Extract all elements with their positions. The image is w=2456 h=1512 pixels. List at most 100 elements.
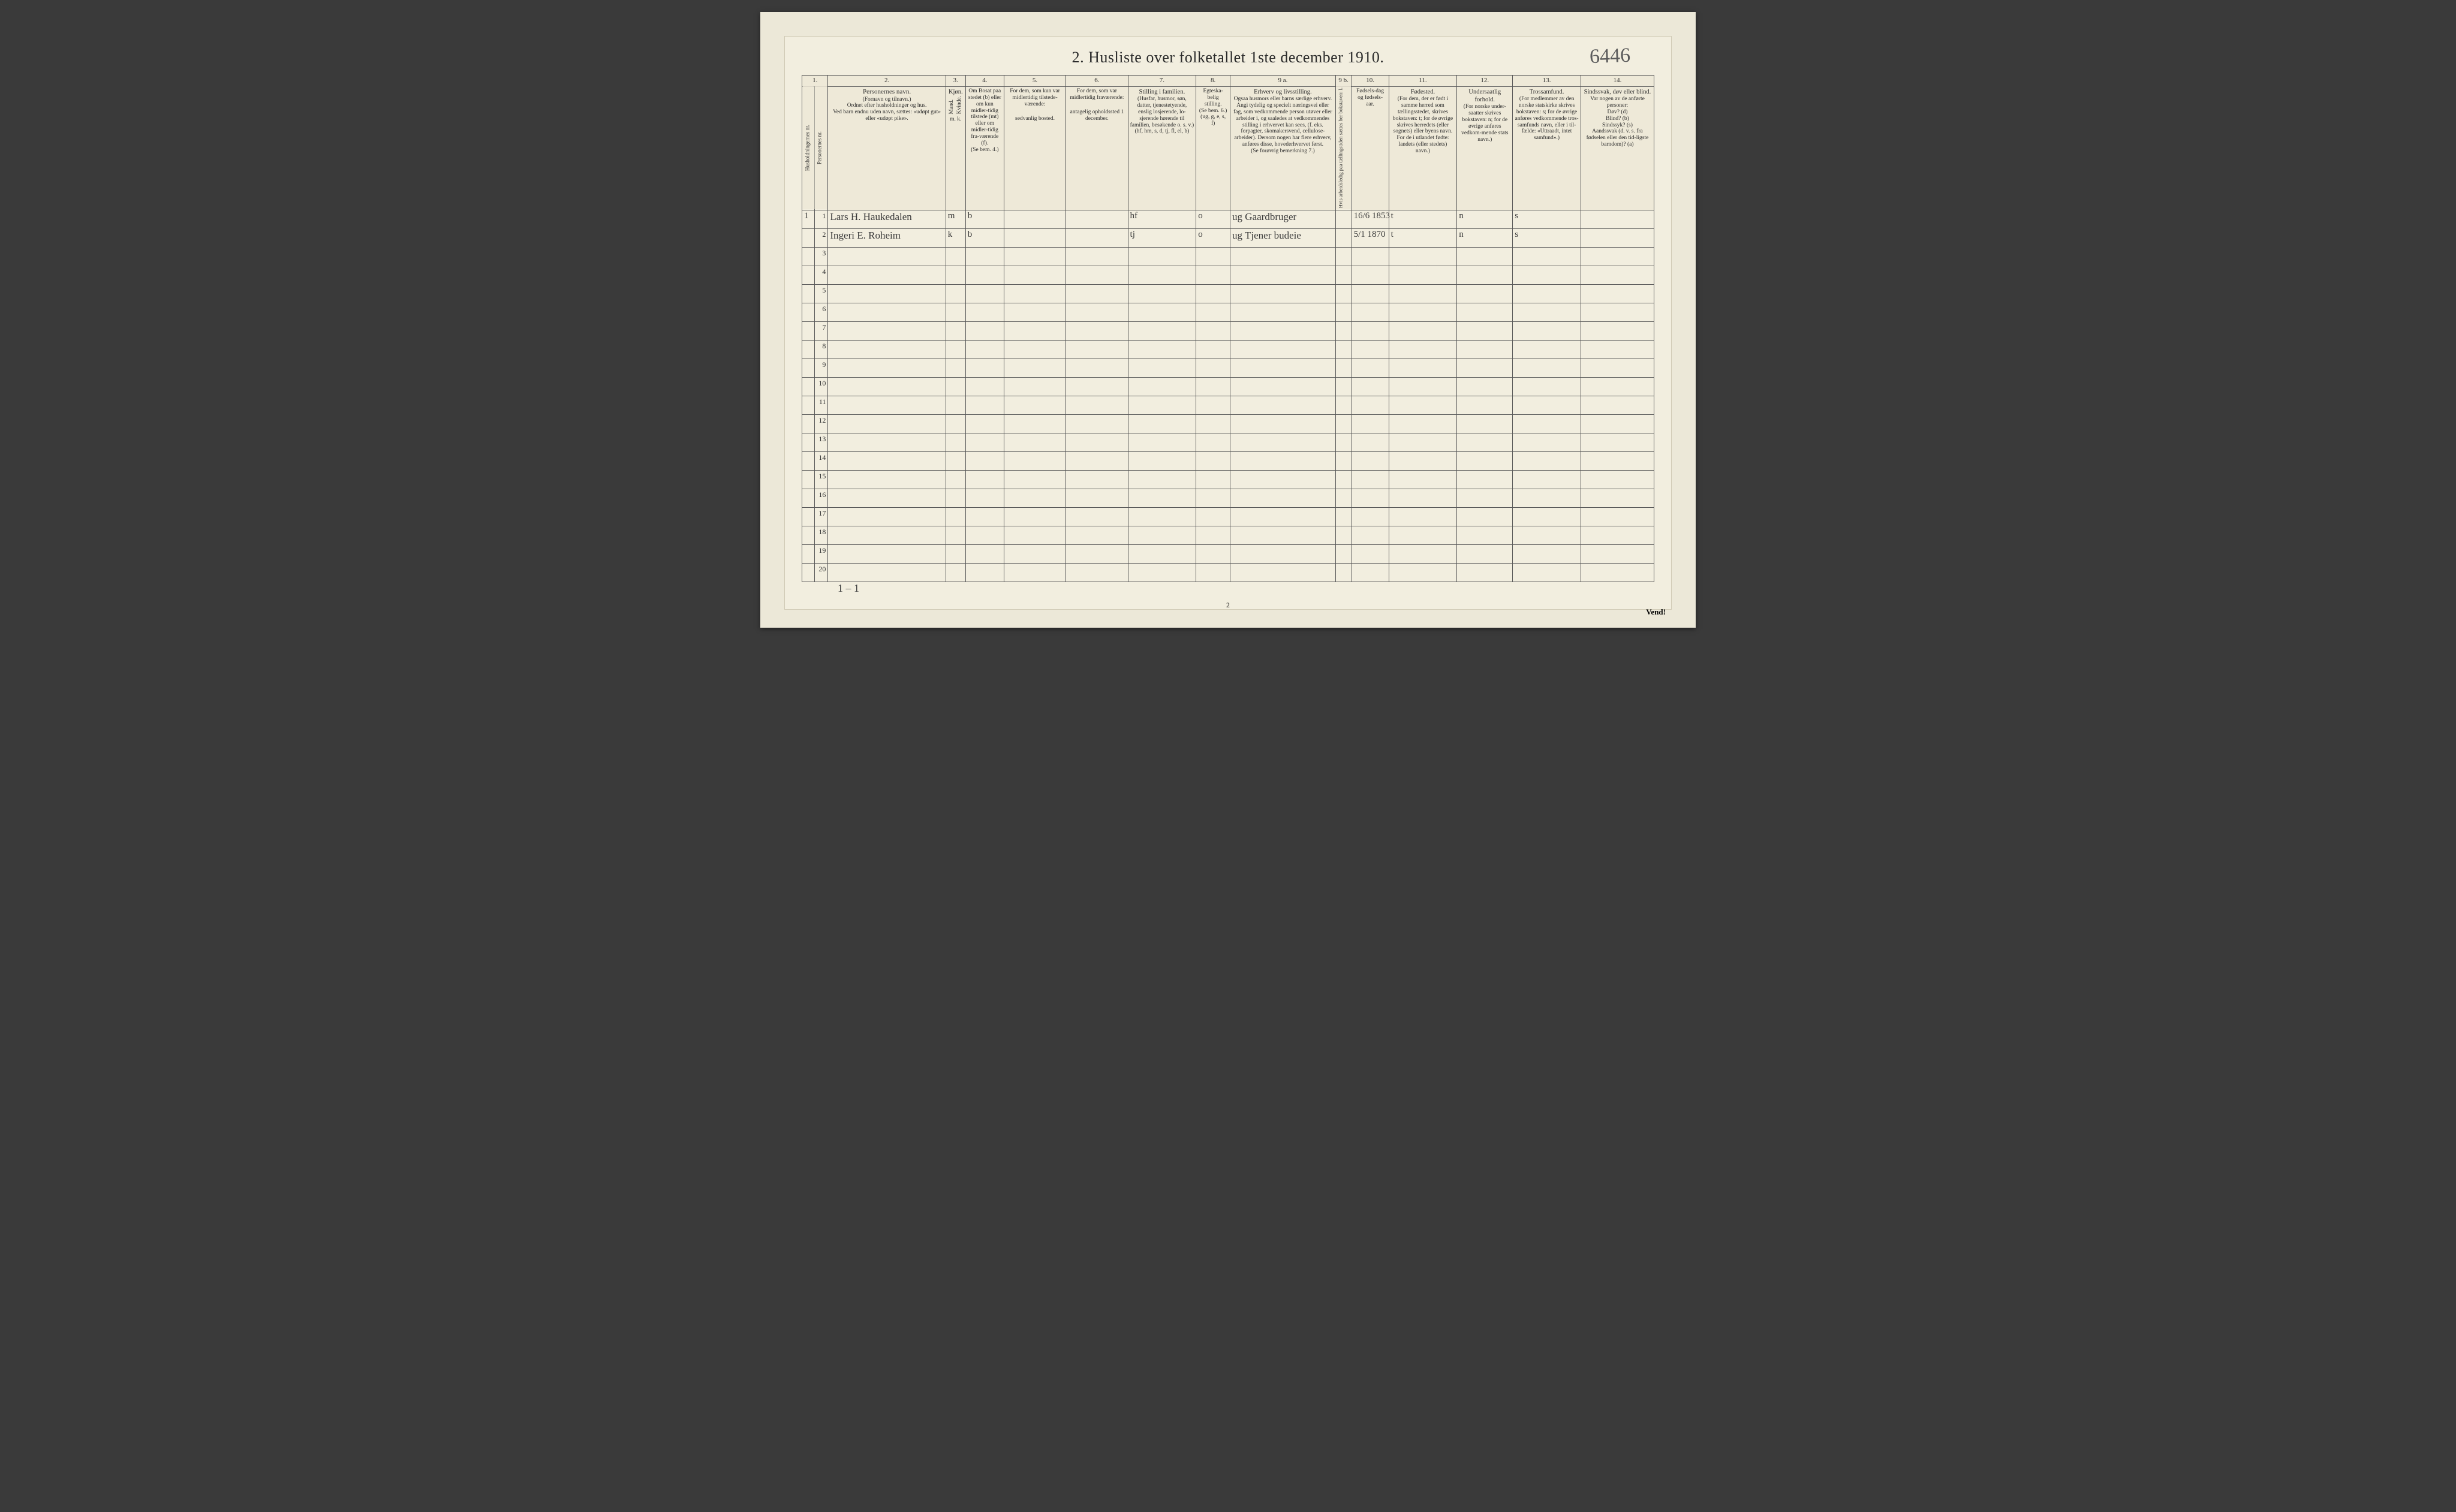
- cell-empty: [1230, 359, 1336, 377]
- cell-empty: [965, 433, 1004, 451]
- cell-person-nr: 17: [814, 507, 828, 526]
- cell-empty: [1352, 470, 1389, 489]
- cell-empty: [1581, 284, 1654, 303]
- cell-empty: [1389, 396, 1457, 414]
- cell-undersaat: n: [1457, 210, 1513, 228]
- cell-empty: [1581, 470, 1654, 489]
- cell-empty: [1513, 507, 1581, 526]
- hdr-arbeidsledig: Hvis arbeidsledig paa tællingstiden sætt…: [1335, 86, 1352, 210]
- cell-empty: [828, 451, 946, 470]
- cell-erhverv: ug Gaardbruger: [1230, 210, 1336, 228]
- cell-empty: [1196, 359, 1230, 377]
- cell-empty: [1352, 340, 1389, 359]
- cell-empty: [1389, 544, 1457, 563]
- cell-household: [802, 451, 815, 470]
- cell-empty: [1457, 451, 1513, 470]
- cell-empty: [946, 470, 965, 489]
- cell-empty: [1389, 321, 1457, 340]
- cell-empty: [946, 284, 965, 303]
- cell-empty: [1004, 489, 1066, 507]
- cell-empty: [1457, 284, 1513, 303]
- cell-empty: [1004, 321, 1066, 340]
- cell-empty: [1066, 451, 1128, 470]
- cell-empty: [1513, 563, 1581, 582]
- cell-empty: [1513, 266, 1581, 284]
- cell-empty: [1004, 544, 1066, 563]
- cell-person-nr: 4: [814, 266, 828, 284]
- table-row: 2Ingeri E. Roheimkbtjoug Tjener budeie5/…: [802, 228, 1654, 247]
- cell-empty: [1389, 433, 1457, 451]
- cell-empty: [1457, 340, 1513, 359]
- cell-empty: [946, 321, 965, 340]
- cell-empty: [1457, 414, 1513, 433]
- cell-empty: [946, 526, 965, 544]
- cell-empty: [828, 507, 946, 526]
- cell-empty: [965, 284, 1004, 303]
- cell-household: [802, 340, 815, 359]
- hdr-name: Personernes navn. (Fornavn og tilnavn.) …: [828, 86, 946, 210]
- cell-household: [802, 507, 815, 526]
- cell-household: 1: [802, 210, 815, 228]
- vend-label: Vend!: [1646, 607, 1666, 617]
- cell-empty: [1004, 247, 1066, 266]
- title-row: 2. Husliste over folketallet 1ste decemb…: [802, 49, 1654, 67]
- cell-person-nr: 3: [814, 247, 828, 266]
- cell-empty: [1352, 284, 1389, 303]
- cell-empty: [1335, 433, 1352, 451]
- cell-empty: [1457, 433, 1513, 451]
- cell-empty: [946, 340, 965, 359]
- cell-empty: [1581, 451, 1654, 470]
- cell-empty: [1004, 284, 1066, 303]
- cell-empty: [1230, 247, 1336, 266]
- table-row: 8: [802, 340, 1654, 359]
- cell-empty: [1128, 507, 1196, 526]
- cell-name: Ingeri E. Roheim: [828, 228, 946, 247]
- cell-empty: [965, 359, 1004, 377]
- cell-empty: [965, 321, 1004, 340]
- cell-empty: [1004, 451, 1066, 470]
- cell-empty: [1335, 563, 1352, 582]
- cell-person-nr: 8: [814, 340, 828, 359]
- cell-empty: [1004, 340, 1066, 359]
- cell-ledig: [1335, 210, 1352, 228]
- cell-household: [802, 321, 815, 340]
- cell-empty: [965, 489, 1004, 507]
- cell-empty: [1581, 414, 1654, 433]
- cell-empty: [1196, 507, 1230, 526]
- cell-person-nr: 9: [814, 359, 828, 377]
- cell-empty: [965, 451, 1004, 470]
- cell-empty: [1457, 359, 1513, 377]
- cell-household: [802, 303, 815, 321]
- cell-empty: [1196, 321, 1230, 340]
- cell-empty: [1066, 507, 1128, 526]
- cell-household: [802, 228, 815, 247]
- cell-empty: [1513, 359, 1581, 377]
- cell-empty: [1581, 377, 1654, 396]
- cell-empty: [965, 247, 1004, 266]
- cell-empty: [1389, 470, 1457, 489]
- cell-empty: [1335, 544, 1352, 563]
- cell-empty: [965, 340, 1004, 359]
- cell-empty: [1457, 563, 1513, 582]
- cell-empty: [828, 470, 946, 489]
- cell-fodested: t: [1389, 210, 1457, 228]
- cell-empty: [1196, 340, 1230, 359]
- cell-fravar: [1066, 228, 1128, 247]
- cell-empty: [965, 544, 1004, 563]
- cell-empty: [1335, 507, 1352, 526]
- cell-empty: [828, 303, 946, 321]
- cell-empty: [946, 563, 965, 582]
- cell-empty: [1128, 340, 1196, 359]
- cell-empty: [1352, 507, 1389, 526]
- cell-empty: [1389, 284, 1457, 303]
- cell-empty: [1230, 321, 1336, 340]
- cell-empty: [965, 414, 1004, 433]
- colnum-6: 6.: [1066, 76, 1128, 87]
- cell-empty: [1196, 266, 1230, 284]
- cell-household: [802, 544, 815, 563]
- cell-person-nr: 20: [814, 563, 828, 582]
- cell-household: [802, 266, 815, 284]
- cell-empty: [1457, 396, 1513, 414]
- cell-empty: [1230, 303, 1336, 321]
- cell-empty: [1352, 321, 1389, 340]
